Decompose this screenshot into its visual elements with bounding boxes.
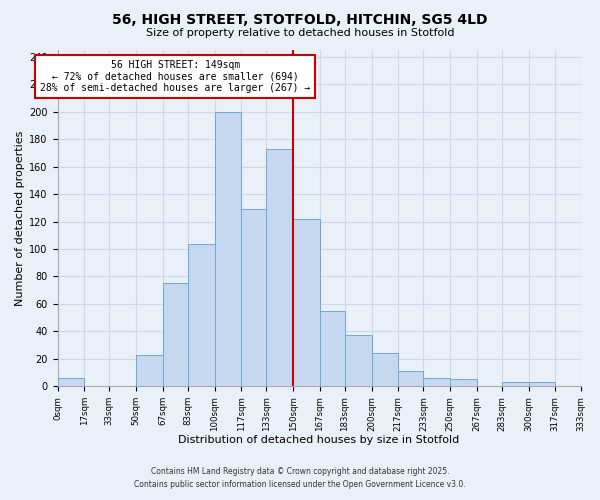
Y-axis label: Number of detached properties: Number of detached properties [15, 130, 25, 306]
Bar [163, 284, 188, 386]
Bar [241, 209, 266, 386]
Bar [450, 380, 477, 386]
Bar [188, 244, 215, 386]
Bar [215, 112, 241, 386]
Bar [293, 219, 320, 386]
Bar [266, 149, 293, 386]
Bar [136, 354, 163, 386]
Text: Size of property relative to detached houses in Stotfold: Size of property relative to detached ho… [146, 28, 454, 38]
Bar [58, 378, 84, 386]
Bar [320, 311, 345, 386]
Text: Contains HM Land Registry data © Crown copyright and database right 2025.
Contai: Contains HM Land Registry data © Crown c… [134, 467, 466, 489]
Text: 56 HIGH STREET: 149sqm
← 72% of detached houses are smaller (694)
28% of semi-de: 56 HIGH STREET: 149sqm ← 72% of detached… [40, 60, 310, 93]
Bar [398, 371, 424, 386]
Bar [371, 354, 398, 386]
Bar [345, 336, 371, 386]
Bar [502, 382, 529, 386]
Bar [424, 378, 450, 386]
Text: 56, HIGH STREET, STOTFOLD, HITCHIN, SG5 4LD: 56, HIGH STREET, STOTFOLD, HITCHIN, SG5 … [112, 12, 488, 26]
X-axis label: Distribution of detached houses by size in Stotfold: Distribution of detached houses by size … [178, 435, 460, 445]
Bar [529, 382, 556, 386]
